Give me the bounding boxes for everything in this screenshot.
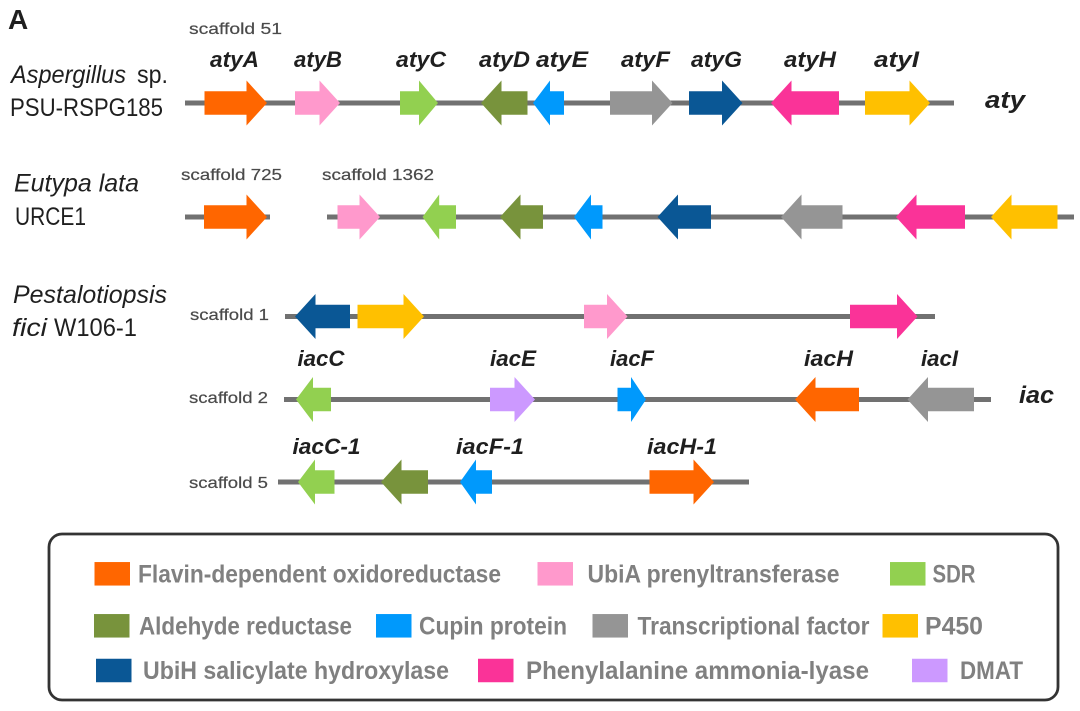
svg-text:UbiA prenyltransferase: UbiA prenyltransferase	[588, 560, 840, 588]
svg-text:iacC: iacC	[298, 346, 346, 371]
svg-text:URCE1: URCE1	[15, 203, 86, 231]
svg-text:UbiH salicylate hydroxylase: UbiH salicylate hydroxylase	[143, 657, 449, 685]
svg-text:Flavin-dependent oxidoreductas: Flavin-dependent oxidoreductase	[138, 560, 501, 588]
svg-text:iacF: iacF	[610, 346, 655, 371]
svg-text:P450: P450	[925, 612, 983, 640]
svg-text:atyI: atyI	[874, 47, 920, 72]
svg-text:Aldehyde reductase: Aldehyde reductase	[139, 612, 352, 640]
svg-text:iacF-1: iacF-1	[456, 434, 524, 459]
svg-text:iacC-1: iacC-1	[293, 434, 361, 459]
svg-text:atyH: atyH	[784, 47, 837, 72]
svg-text:scaffold 51: scaffold 51	[189, 21, 282, 38]
svg-text:iacH: iacH	[804, 346, 854, 371]
svg-text:iac: iac	[1019, 382, 1054, 409]
svg-text:iacE: iacE	[490, 346, 537, 371]
svg-text:Pestalotiopsis: Pestalotiopsis	[13, 281, 167, 309]
svg-text:scaffold 1362: scaffold 1362	[322, 167, 434, 184]
svg-text:scaffold 1: scaffold 1	[190, 307, 269, 324]
svg-text:PSU-RSPG185: PSU-RSPG185	[10, 94, 163, 122]
svg-text:atyE: atyE	[536, 47, 589, 72]
svg-text:scaffold 2: scaffold 2	[189, 390, 268, 407]
svg-text:SDR: SDR	[933, 560, 976, 588]
svg-text:atyB: atyB	[294, 47, 342, 72]
svg-text:iacH-1: iacH-1	[647, 434, 717, 459]
svg-text:Aspergillus: Aspergillus	[9, 61, 126, 89]
svg-text:DMAT: DMAT	[960, 657, 1023, 685]
svg-text:atyG: atyG	[691, 47, 742, 72]
svg-text:fici: fici	[12, 314, 49, 342]
svg-text:Cupin protein: Cupin protein	[419, 612, 567, 640]
svg-text:A: A	[8, 4, 28, 35]
svg-text:iacI: iacI	[921, 346, 959, 371]
svg-text:atyC: atyC	[396, 47, 447, 72]
svg-text:aty: aty	[985, 87, 1027, 114]
svg-text:W106-1: W106-1	[54, 314, 137, 342]
svg-text:scaffold 725: scaffold 725	[181, 167, 282, 184]
svg-text:Phenylalanine ammonia-lyase: Phenylalanine ammonia-lyase	[526, 657, 869, 685]
svg-text:atyA: atyA	[210, 47, 259, 72]
svg-text:Transcriptional factor: Transcriptional factor	[638, 612, 870, 640]
svg-text:atyD: atyD	[479, 47, 530, 72]
svg-text:Eutypa lata: Eutypa lata	[14, 170, 139, 198]
svg-text:atyF: atyF	[621, 47, 671, 72]
svg-text:sp.: sp.	[137, 61, 168, 89]
svg-text:scaffold 5: scaffold 5	[189, 475, 268, 492]
